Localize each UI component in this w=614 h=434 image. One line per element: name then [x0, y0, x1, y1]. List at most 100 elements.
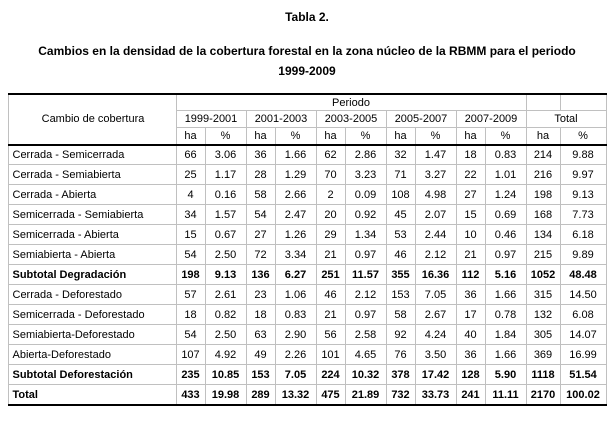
cell-value: 1.06: [274, 284, 317, 306]
unit-header-pct: %: [414, 127, 457, 146]
cell-value: 0.78: [484, 304, 527, 326]
cell-value: 36: [455, 284, 486, 306]
cell-value: 1.29: [274, 164, 317, 186]
cell-value: 153: [245, 364, 276, 386]
cell-value: 9.97: [559, 164, 607, 186]
row-label: Cerrada - Semicerrada: [7, 143, 177, 166]
total-header: Total: [525, 110, 607, 129]
cell-value: 4.92: [204, 344, 247, 366]
unit-header-pct: %: [344, 127, 387, 146]
cell-value: 63: [245, 324, 276, 346]
cell-value: 241: [455, 384, 486, 406]
cell-value: 66: [175, 143, 206, 166]
cell-value: 53: [385, 224, 416, 246]
cell-value: 17: [455, 304, 486, 326]
cell-value: 100.02: [559, 384, 607, 406]
cell-value: 4.98: [414, 184, 457, 206]
cell-value: 33.73: [414, 384, 457, 406]
cell-value: 2.12: [344, 284, 387, 306]
cell-value: 34: [175, 204, 206, 226]
period-header-2001-2003: 2001-2003: [245, 110, 317, 129]
cell-value: 54: [245, 204, 276, 226]
cell-value: 27: [245, 224, 276, 246]
cell-value: 54: [175, 244, 206, 266]
cell-value: 0.83: [484, 143, 527, 166]
cell-value: 18: [245, 304, 276, 326]
cell-value: 355: [385, 264, 416, 286]
table-row: Semicerrada - Abierta 15 0.67 27 1.26 29…: [7, 224, 607, 246]
cell-value: 51.54: [559, 364, 607, 386]
row-label: Subtotal Degradación: [7, 264, 177, 286]
period-header-2007-2009: 2007-2009: [455, 110, 527, 129]
cell-value: 11.11: [484, 384, 527, 406]
cell-value: 2.26: [274, 344, 317, 366]
cell-value: 235: [175, 364, 206, 386]
cell-value: 134: [525, 224, 561, 246]
cell-value: 2.58: [344, 324, 387, 346]
cell-value: 56: [315, 324, 346, 346]
cell-value: 15: [455, 204, 486, 226]
row-label: Cerrada - Abierta: [7, 184, 177, 206]
table-row: Semicerrada - Semiabierta 34 1.57 54 2.4…: [7, 204, 607, 226]
table-row: Semiabierta-Deforestado 54 2.50 63 2.90 …: [7, 324, 607, 346]
cell-value: 0.69: [484, 204, 527, 226]
cell-value: 475: [315, 384, 346, 406]
empty-header-cell: [525, 93, 561, 112]
cell-value: 251: [315, 264, 346, 286]
cell-value: 168: [525, 204, 561, 226]
cell-value: 5.16: [484, 264, 527, 286]
cell-value: 1.17: [204, 164, 247, 186]
row-label: Cerrada - Deforestado: [7, 284, 177, 306]
cell-value: 13.32: [274, 384, 317, 406]
period-header-2005-2007: 2005-2007: [385, 110, 457, 129]
cell-value: 2.50: [204, 244, 247, 266]
table-row: Cerrada - Deforestado 57 2.61 23 1.06 46…: [7, 284, 607, 306]
cell-value: 45: [385, 204, 416, 226]
cell-value: 112: [455, 264, 486, 286]
cell-value: 2.90: [274, 324, 317, 346]
row-label: Subtotal Deforestación: [7, 364, 177, 386]
cell-value: 62: [315, 143, 346, 166]
cell-value: 46: [385, 244, 416, 266]
cell-value: 136: [245, 264, 276, 286]
cell-value: 198: [525, 184, 561, 206]
cell-value: 57: [175, 284, 206, 306]
table-row: Cerrada - Semiabierta 25 1.17 28 1.29 70…: [7, 164, 607, 186]
cell-value: 108: [385, 184, 416, 206]
cell-value: 2.50: [204, 324, 247, 346]
cell-value: 58: [245, 184, 276, 206]
cell-value: 10.85: [204, 364, 247, 386]
cell-value: 1.57: [204, 204, 247, 226]
cell-value: 0.82: [204, 304, 247, 326]
cell-value: 1118: [525, 364, 561, 386]
cell-value: 0.67: [204, 224, 247, 246]
cell-value: 20: [315, 204, 346, 226]
cell-value: 9.13: [204, 264, 247, 286]
cell-value: 0.83: [274, 304, 317, 326]
row-label: Total: [7, 384, 177, 406]
cell-value: 70: [315, 164, 346, 186]
cell-value: 15: [175, 224, 206, 246]
table-row: Semicerrada - Deforestado 18 0.82 18 0.8…: [7, 304, 607, 326]
cell-value: 1.66: [484, 344, 527, 366]
cell-value: 0.97: [344, 304, 387, 326]
cell-value: 4.24: [414, 324, 457, 346]
cell-value: 2.86: [344, 143, 387, 166]
table-caption: Cambios en la densidad de la cobertura f…: [38, 44, 576, 79]
cell-value: 7.05: [414, 284, 457, 306]
cell-value: 11.57: [344, 264, 387, 286]
cell-value: 378: [385, 364, 416, 386]
cell-value: 4.65: [344, 344, 387, 366]
unit-header-pct: %: [559, 127, 607, 146]
cell-value: 6.08: [559, 304, 607, 326]
row-label: Semicerrada - Deforestado: [7, 304, 177, 326]
cell-value: 2.47: [274, 204, 317, 226]
cell-value: 76: [385, 344, 416, 366]
table-row: Cerrada - Semicerrada 66 3.06 36 1.66 62…: [7, 143, 607, 166]
cell-value: 216: [525, 164, 561, 186]
cell-value: 198: [175, 264, 206, 286]
forest-cover-change-table: Cambio de cobertura Periodo 1999-2001 20…: [7, 92, 607, 406]
cell-value: 16.36: [414, 264, 457, 286]
cell-value: 3.34: [274, 244, 317, 266]
cell-value: 22: [455, 164, 486, 186]
